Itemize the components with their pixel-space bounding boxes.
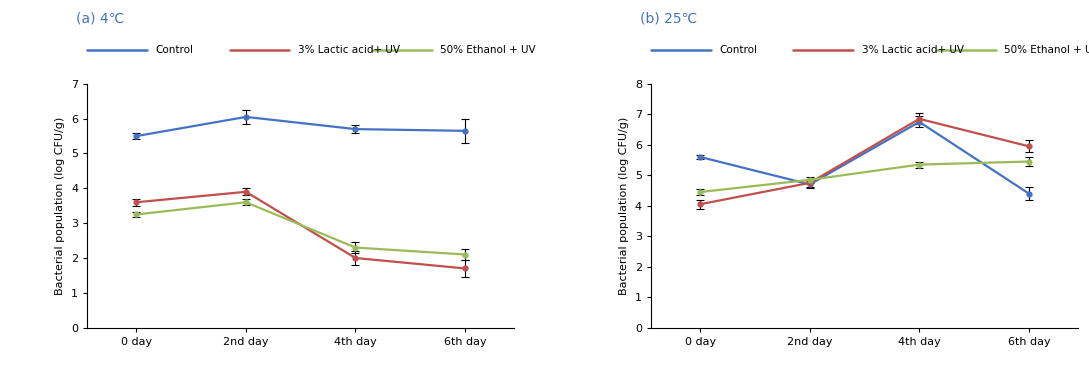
Text: Control: Control xyxy=(720,45,758,54)
Text: (b) 25℃: (b) 25℃ xyxy=(640,11,697,26)
Text: 3% Lactic acid+ UV: 3% Lactic acid+ UV xyxy=(862,45,964,54)
Text: (a) 4℃: (a) 4℃ xyxy=(76,11,124,26)
Text: 50% Ethanol + UV: 50% Ethanol + UV xyxy=(440,45,536,54)
Text: 3% Lactic acid+ UV: 3% Lactic acid+ UV xyxy=(298,45,400,54)
Text: 50% Ethanol + UV: 50% Ethanol + UV xyxy=(1004,45,1089,54)
Y-axis label: Bacterial population (log CFU/g): Bacterial population (log CFU/g) xyxy=(56,117,65,295)
Text: Control: Control xyxy=(156,45,194,54)
Y-axis label: Bacterial population (log CFU/g): Bacterial population (log CFU/g) xyxy=(620,117,629,295)
